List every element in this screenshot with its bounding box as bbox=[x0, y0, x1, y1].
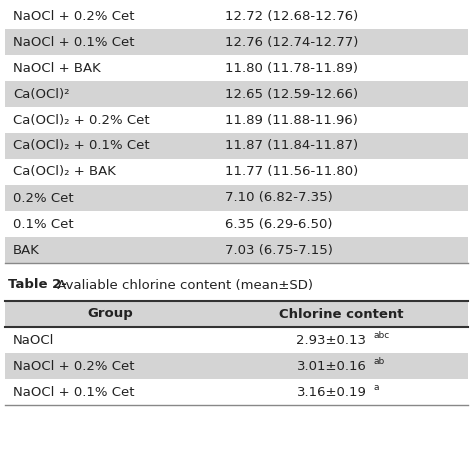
Text: abc: abc bbox=[374, 331, 390, 340]
Text: 3.16±0.19: 3.16±0.19 bbox=[297, 385, 366, 399]
Text: Chlorine content: Chlorine content bbox=[279, 308, 404, 320]
Text: 6.35 (6.29-6.50): 6.35 (6.29-6.50) bbox=[225, 218, 332, 230]
Text: 12.76 (12.74-12.77): 12.76 (12.74-12.77) bbox=[225, 36, 358, 48]
Bar bbox=[5, 185, 468, 211]
Bar bbox=[5, 379, 468, 405]
Text: 11.89 (11.88-11.96): 11.89 (11.88-11.96) bbox=[225, 113, 358, 127]
Bar bbox=[5, 237, 468, 263]
Text: NaOCl + 0.2% Cet: NaOCl + 0.2% Cet bbox=[13, 359, 135, 373]
Text: 2.93±0.13: 2.93±0.13 bbox=[297, 334, 366, 346]
Text: NaOCl + 0.1% Cet: NaOCl + 0.1% Cet bbox=[13, 36, 135, 48]
Text: ab: ab bbox=[374, 357, 385, 366]
Text: 11.80 (11.78-11.89): 11.80 (11.78-11.89) bbox=[225, 62, 358, 74]
Text: 12.72 (12.68-12.76): 12.72 (12.68-12.76) bbox=[225, 9, 358, 22]
Text: BAK: BAK bbox=[13, 244, 40, 256]
Text: Ca(OCl)₂ + 0.1% Cet: Ca(OCl)₂ + 0.1% Cet bbox=[13, 139, 150, 153]
Bar bbox=[5, 159, 468, 185]
Text: Avaliable chlorine content (mean±SD): Avaliable chlorine content (mean±SD) bbox=[53, 279, 313, 292]
Bar bbox=[5, 107, 468, 133]
Text: NaOCl: NaOCl bbox=[13, 334, 55, 346]
Text: 3.01±0.16: 3.01±0.16 bbox=[297, 359, 366, 373]
Text: Ca(OCl)₂ + BAK: Ca(OCl)₂ + BAK bbox=[13, 165, 116, 179]
Bar bbox=[5, 353, 468, 379]
Text: 11.77 (11.56-11.80): 11.77 (11.56-11.80) bbox=[225, 165, 358, 179]
Text: NaOCl + 0.1% Cet: NaOCl + 0.1% Cet bbox=[13, 385, 135, 399]
Text: a: a bbox=[374, 383, 379, 392]
Bar bbox=[5, 133, 468, 159]
Text: NaOCl + BAK: NaOCl + BAK bbox=[13, 62, 101, 74]
Bar bbox=[5, 301, 468, 327]
Text: NaOCl + 0.2% Cet: NaOCl + 0.2% Cet bbox=[13, 9, 135, 22]
Text: 0.1% Cet: 0.1% Cet bbox=[13, 218, 73, 230]
Text: 0.2% Cet: 0.2% Cet bbox=[13, 191, 73, 204]
Text: 11.87 (11.84-11.87): 11.87 (11.84-11.87) bbox=[225, 139, 358, 153]
Text: Ca(OCl)₂ + 0.2% Cet: Ca(OCl)₂ + 0.2% Cet bbox=[13, 113, 150, 127]
Bar bbox=[5, 81, 468, 107]
Bar bbox=[5, 327, 468, 353]
Text: 12.65 (12.59-12.66): 12.65 (12.59-12.66) bbox=[225, 88, 358, 100]
Text: Table 2-: Table 2- bbox=[8, 279, 67, 292]
Bar bbox=[5, 211, 468, 237]
Text: 7.10 (6.82-7.35): 7.10 (6.82-7.35) bbox=[225, 191, 333, 204]
Bar bbox=[5, 3, 468, 29]
Text: Ca(OCl)²: Ca(OCl)² bbox=[13, 88, 70, 100]
Bar bbox=[5, 29, 468, 55]
Text: Group: Group bbox=[87, 308, 133, 320]
Text: 7.03 (6.75-7.15): 7.03 (6.75-7.15) bbox=[225, 244, 333, 256]
Bar bbox=[5, 55, 468, 81]
